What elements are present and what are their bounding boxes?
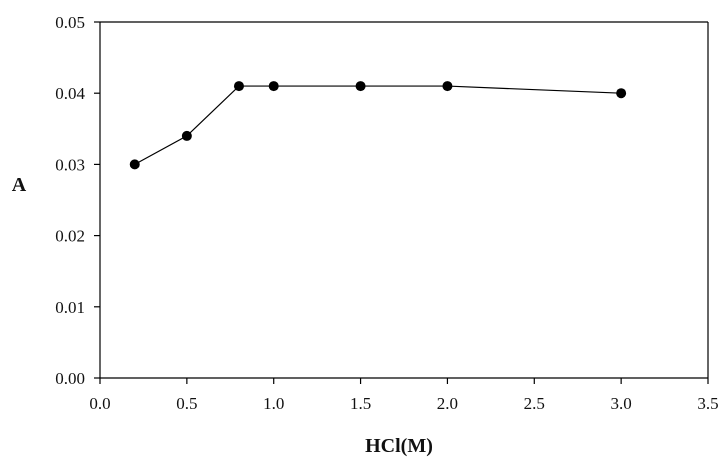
x-tick-label: 3.5 <box>697 394 718 413</box>
x-tick-label: 0.5 <box>176 394 197 413</box>
y-tick-label: 0.05 <box>55 13 85 32</box>
x-tick-label: 2.5 <box>524 394 545 413</box>
data-point <box>181 130 192 141</box>
y-tick-label: 0.04 <box>55 84 85 103</box>
y-tick-label: 0.00 <box>55 369 85 388</box>
y-axis: 0.00 0.01 0.02 0.03 0.04 0.05 <box>55 13 100 388</box>
x-axis: 0.0 0.5 1.0 1.5 2.0 2.5 3.0 3.5 <box>89 378 719 413</box>
y-tick-label: 0.03 <box>55 155 85 174</box>
data-point <box>442 81 453 92</box>
data-point <box>233 81 244 92</box>
x-tick-label: 1.0 <box>263 394 284 413</box>
x-tick-label: 3.0 <box>611 394 632 413</box>
y-tick-label: 0.02 <box>55 227 85 246</box>
data-point <box>129 159 140 170</box>
data-point <box>355 81 366 92</box>
x-tick-label: 1.5 <box>350 394 371 413</box>
x-tick-label: 2.0 <box>437 394 458 413</box>
y-axis-title: A <box>12 174 27 196</box>
plot-frame <box>99 21 709 379</box>
data-point <box>616 88 627 99</box>
y-tick-label: 0.01 <box>55 298 85 317</box>
x-axis-title: HCl(M) <box>365 435 433 457</box>
series-layer <box>129 81 627 170</box>
data-point <box>268 81 279 92</box>
series-line <box>134 85 622 165</box>
x-tick-label: 0.0 <box>89 394 110 413</box>
